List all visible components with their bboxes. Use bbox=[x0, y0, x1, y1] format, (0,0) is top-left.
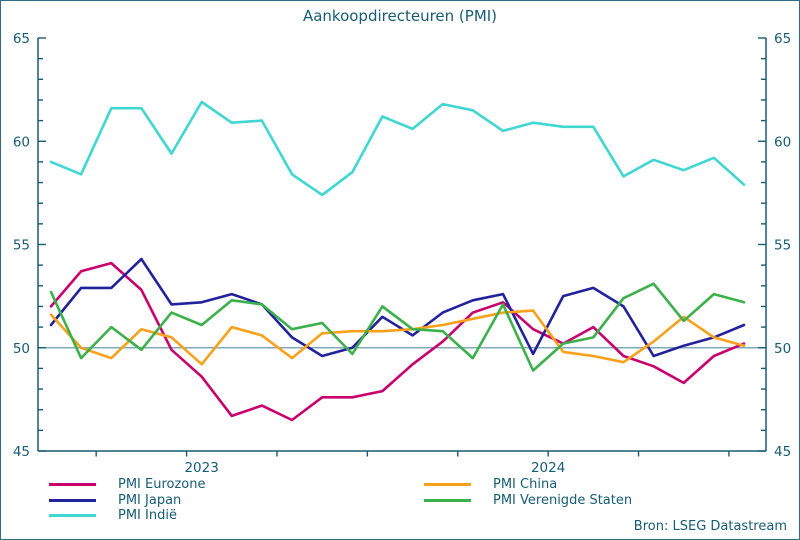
y-axis-label-right: 65 bbox=[774, 31, 791, 47]
legend-label: PMI Japan bbox=[118, 492, 182, 508]
x-year-label: 2024 bbox=[531, 460, 565, 476]
series-line-pmi-eurozone bbox=[49, 261, 746, 422]
y-axis-label-right: 55 bbox=[774, 238, 791, 254]
source-note: Bron: LSEG Datastream bbox=[633, 519, 787, 534]
legend-item-pmi-verenigde-staten: PMI Verenigde Staten bbox=[424, 493, 632, 509]
y-axis-label-right: 50 bbox=[774, 341, 791, 357]
legend-label: PMI China bbox=[493, 477, 558, 493]
legend-item-pmi-china: PMI China bbox=[424, 477, 632, 493]
series-line-pmi-verenigde-staten bbox=[49, 282, 746, 372]
series-line-pmi-japan bbox=[49, 257, 746, 358]
y-axis-label-right: 45 bbox=[774, 444, 791, 460]
series-line-pmi-indi- bbox=[49, 100, 746, 197]
y-axis-label-right: 60 bbox=[774, 134, 791, 150]
series-line-pmi-china bbox=[49, 309, 746, 366]
legend-label: PMI Eurozone bbox=[118, 477, 206, 493]
legend-swatch bbox=[424, 498, 471, 502]
x-year-label: 2023 bbox=[184, 460, 218, 476]
legend-swatch bbox=[49, 498, 96, 502]
legend-swatch bbox=[424, 483, 471, 487]
legend-swatch bbox=[49, 514, 96, 518]
legend-item-pmi-indi-: PMI Indië bbox=[49, 508, 206, 524]
y-axis-label-left: 45 bbox=[13, 444, 30, 460]
y-axis-label-left: 55 bbox=[13, 238, 30, 254]
legend-item-pmi-japan: PMI Japan bbox=[49, 493, 206, 509]
legend-label: PMI Verenigde Staten bbox=[493, 492, 633, 508]
legend-label: PMI Indië bbox=[118, 508, 177, 524]
y-axis-label-left: 60 bbox=[13, 134, 30, 150]
legend-item-pmi-eurozone: PMI Eurozone bbox=[49, 477, 206, 493]
legend-column-left: PMI Eurozone PMI Japan PMI Indië bbox=[49, 477, 206, 524]
chart-title: Aankoopdirecteuren (PMI) bbox=[302, 7, 498, 25]
y-axis-label-left: 65 bbox=[13, 31, 30, 47]
legend-swatch bbox=[49, 483, 96, 487]
legend-column-right: PMI China PMI Verenigde Staten bbox=[424, 477, 632, 508]
y-axis-label-left: 50 bbox=[13, 341, 30, 357]
